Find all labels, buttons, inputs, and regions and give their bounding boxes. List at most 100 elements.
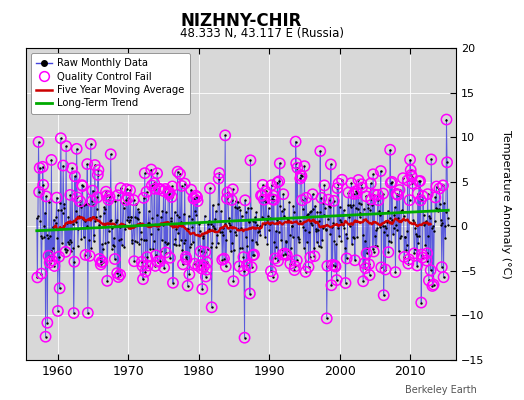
Point — [235, 263, 244, 270]
Point — [370, 191, 378, 198]
Point — [343, 235, 352, 241]
Point — [266, 221, 274, 228]
Point — [97, 259, 105, 265]
Point — [428, 225, 436, 232]
Point — [276, 160, 284, 166]
Point — [102, 192, 111, 199]
Point — [197, 262, 205, 268]
Point — [141, 268, 149, 275]
Point — [323, 263, 332, 269]
Point — [109, 242, 117, 249]
Point — [55, 254, 63, 260]
Point — [358, 184, 366, 191]
Point — [103, 278, 112, 284]
Point — [221, 220, 229, 227]
Point — [173, 168, 182, 175]
Point — [155, 186, 163, 192]
Point — [276, 160, 284, 166]
Point — [85, 236, 93, 243]
Point — [314, 227, 322, 234]
Point — [199, 233, 208, 239]
Point — [388, 216, 397, 223]
Point — [196, 248, 205, 254]
Point — [248, 237, 256, 243]
Point — [309, 191, 317, 198]
Point — [52, 194, 61, 201]
Point — [292, 160, 300, 166]
Point — [38, 235, 46, 242]
Point — [75, 202, 84, 208]
Point — [267, 268, 275, 274]
Point — [42, 193, 50, 200]
Point — [240, 268, 248, 274]
Point — [156, 258, 164, 264]
Point — [104, 196, 113, 203]
Point — [384, 249, 392, 255]
Point — [275, 178, 283, 184]
Point — [158, 208, 167, 214]
Point — [181, 237, 190, 244]
Point — [270, 197, 278, 203]
Point — [432, 183, 441, 190]
Point — [426, 215, 434, 222]
Point — [419, 193, 427, 200]
Point — [134, 215, 143, 222]
Point — [203, 259, 211, 266]
Point — [94, 167, 103, 173]
Point — [136, 220, 144, 226]
Text: 48.333 N, 43.117 E (Russia): 48.333 N, 43.117 E (Russia) — [180, 28, 344, 40]
Point — [38, 164, 47, 170]
Point — [72, 218, 80, 225]
Point — [222, 237, 231, 244]
Point — [416, 233, 424, 240]
Point — [201, 212, 209, 219]
Point — [413, 262, 421, 269]
Point — [209, 222, 217, 229]
Point — [170, 209, 179, 215]
Point — [408, 180, 417, 187]
Point — [191, 208, 200, 214]
Point — [138, 263, 147, 269]
Point — [208, 304, 216, 310]
Point — [418, 254, 427, 261]
Point — [218, 256, 226, 263]
Point — [413, 262, 421, 269]
Point — [194, 263, 202, 269]
Point — [256, 223, 264, 230]
Point — [439, 182, 447, 188]
Point — [432, 205, 440, 212]
Point — [94, 167, 103, 173]
Point — [366, 207, 374, 214]
Point — [139, 195, 148, 201]
Point — [308, 222, 316, 228]
Point — [329, 220, 337, 226]
Point — [330, 198, 338, 204]
Point — [167, 218, 175, 225]
Point — [387, 239, 396, 246]
Point — [290, 208, 298, 215]
Point — [417, 197, 425, 204]
Point — [81, 252, 90, 258]
Point — [33, 274, 41, 281]
Point — [286, 260, 294, 267]
Point — [78, 182, 86, 188]
Point — [73, 194, 81, 201]
Point — [294, 238, 303, 245]
Point — [377, 168, 385, 174]
Point — [58, 240, 66, 246]
Point — [344, 189, 353, 196]
Point — [335, 233, 343, 239]
Point — [116, 272, 124, 278]
Point — [37, 270, 46, 277]
Point — [428, 283, 436, 289]
Point — [168, 183, 177, 190]
Point — [281, 250, 289, 257]
Point — [429, 282, 438, 288]
Point — [162, 249, 170, 256]
Point — [413, 190, 422, 197]
Point — [159, 188, 168, 194]
Point — [118, 241, 126, 248]
Point — [300, 163, 309, 169]
Point — [370, 191, 378, 198]
Point — [70, 258, 79, 265]
